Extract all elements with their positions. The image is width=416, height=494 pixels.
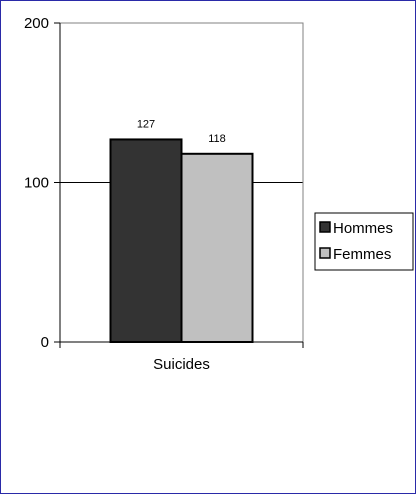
y-tick-label: 0 — [41, 334, 49, 351]
data-label: 127 — [137, 118, 155, 130]
legend-label: Femmes — [333, 246, 391, 263]
legend: Hommes Femmes — [314, 212, 414, 271]
y-axis: 0 100 200 — [24, 15, 61, 351]
legend-swatch — [319, 247, 331, 259]
bar-hommes — [109, 138, 183, 343]
legend-label: Hommes — [333, 220, 393, 237]
legend-swatch — [319, 221, 331, 233]
category-label: Suicides — [153, 356, 210, 373]
bar-femmes — [180, 152, 254, 343]
legend-box — [314, 212, 414, 271]
data-label: 118 — [208, 133, 226, 145]
y-tick-label: 200 — [24, 15, 49, 32]
x-axis: Suicides — [59, 341, 304, 373]
bars — [109, 138, 254, 343]
data-labels: 127 118 — [137, 118, 226, 144]
y-tick-label: 100 — [24, 175, 49, 192]
